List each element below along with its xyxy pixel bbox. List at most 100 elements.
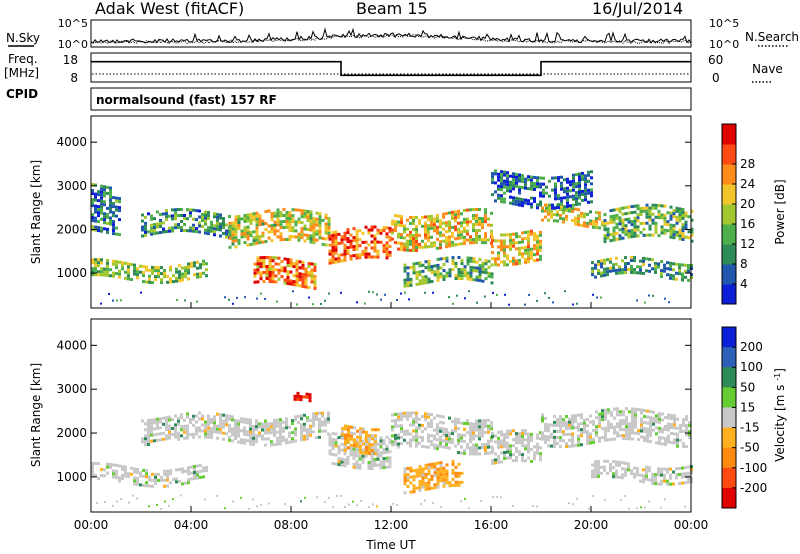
power-cell bbox=[352, 248, 356, 252]
power-cell bbox=[472, 266, 476, 270]
power-cell bbox=[481, 217, 484, 221]
velocity-cell bbox=[192, 423, 195, 427]
velocity-cell bbox=[518, 450, 521, 454]
power-cell bbox=[265, 268, 269, 271]
power-cell bbox=[530, 229, 533, 233]
power-cell bbox=[524, 183, 527, 187]
velocity-cell bbox=[353, 444, 356, 448]
power-cell bbox=[418, 242, 421, 246]
power-ground-cell bbox=[644, 301, 646, 304]
velocity-cell bbox=[667, 425, 670, 429]
power-cell bbox=[346, 246, 350, 250]
velocity-cell bbox=[436, 444, 439, 448]
power-cell bbox=[145, 280, 148, 284]
power-cell bbox=[279, 220, 283, 224]
power-cell bbox=[621, 218, 625, 222]
velocity-ground-cell bbox=[592, 495, 594, 497]
velocity-cell bbox=[589, 420, 592, 424]
power-cell bbox=[518, 185, 521, 189]
velocity-cell bbox=[195, 429, 198, 433]
power-cell bbox=[684, 263, 687, 267]
velocity-cell bbox=[412, 487, 416, 491]
velocity-cell bbox=[118, 464, 121, 468]
power-cell bbox=[687, 269, 690, 273]
power-cell bbox=[433, 244, 436, 248]
velocity-cell bbox=[91, 471, 94, 474]
velocity-cell bbox=[633, 475, 636, 479]
velocity-cell bbox=[121, 474, 124, 477]
power-cell bbox=[313, 268, 317, 272]
power-cell bbox=[669, 226, 673, 230]
velocity-cell bbox=[451, 429, 454, 433]
velocity-cell bbox=[536, 445, 539, 449]
velocity-cell bbox=[228, 426, 231, 430]
velocity-cell bbox=[676, 438, 679, 442]
power-cell bbox=[541, 206, 544, 210]
power-cell bbox=[497, 184, 500, 188]
velocity-cell bbox=[436, 470, 440, 474]
velocity-cell bbox=[640, 417, 643, 421]
power-cell bbox=[406, 239, 409, 243]
power-cell bbox=[624, 256, 627, 260]
power-cell bbox=[403, 278, 407, 282]
velocity-cell bbox=[318, 435, 321, 439]
power-cell bbox=[186, 229, 189, 233]
velocity-cell bbox=[264, 431, 267, 435]
power-cell bbox=[684, 214, 688, 218]
power-cell bbox=[321, 236, 325, 240]
velocity-cell bbox=[527, 432, 530, 436]
velocity-cell bbox=[580, 428, 583, 432]
power-cell bbox=[533, 244, 536, 248]
power-cell bbox=[460, 259, 464, 263]
power-cell bbox=[518, 246, 521, 250]
power-cell bbox=[219, 225, 222, 229]
velocity-ground-cell bbox=[480, 500, 482, 502]
velocity-cell bbox=[159, 426, 162, 430]
velocity-cell bbox=[340, 448, 344, 452]
power-cell bbox=[253, 280, 257, 284]
power-cell bbox=[318, 224, 322, 228]
power-cell bbox=[603, 261, 606, 265]
power-cell bbox=[157, 266, 160, 270]
velocity-cell bbox=[670, 417, 673, 420]
power-cell bbox=[445, 212, 448, 216]
power-cell bbox=[268, 277, 272, 280]
power-cell bbox=[349, 233, 353, 237]
velocity-cell bbox=[478, 446, 481, 450]
velocity-cell bbox=[424, 487, 428, 491]
power-cell bbox=[497, 239, 500, 243]
power-cell bbox=[544, 209, 547, 213]
velocity-ground-cell bbox=[300, 500, 302, 503]
velocity-cell bbox=[661, 427, 664, 431]
power-cell bbox=[301, 263, 305, 267]
power-cell bbox=[481, 279, 485, 283]
velocity-cell bbox=[321, 414, 324, 418]
velocity-cell bbox=[359, 427, 362, 431]
velocity-cell bbox=[379, 436, 383, 440]
power-cell bbox=[490, 211, 493, 215]
power-cell bbox=[466, 217, 469, 221]
power-ground-cell bbox=[576, 302, 578, 305]
velocity-data-layer bbox=[91, 391, 693, 510]
velocity-cell bbox=[655, 420, 658, 424]
power-cell bbox=[112, 262, 115, 266]
power-cell bbox=[615, 262, 618, 266]
power-cell bbox=[282, 214, 286, 217]
power-cell bbox=[603, 258, 606, 262]
velocity-cell bbox=[291, 419, 294, 423]
power-cell bbox=[581, 198, 584, 202]
velocity-cell bbox=[472, 446, 475, 450]
velocity-cell bbox=[328, 434, 332, 438]
power-cell bbox=[606, 273, 609, 277]
velocity-cell bbox=[682, 442, 685, 446]
power-cell bbox=[618, 271, 621, 275]
power-cell bbox=[331, 246, 335, 250]
power-cell bbox=[539, 182, 542, 186]
velocity-cell bbox=[616, 431, 619, 435]
velocity-cell bbox=[196, 473, 199, 477]
power-cell bbox=[418, 273, 422, 277]
velocity-cell bbox=[559, 424, 562, 428]
velocity-cell bbox=[562, 424, 565, 428]
power-cell bbox=[560, 202, 563, 206]
power-cell bbox=[337, 259, 341, 263]
